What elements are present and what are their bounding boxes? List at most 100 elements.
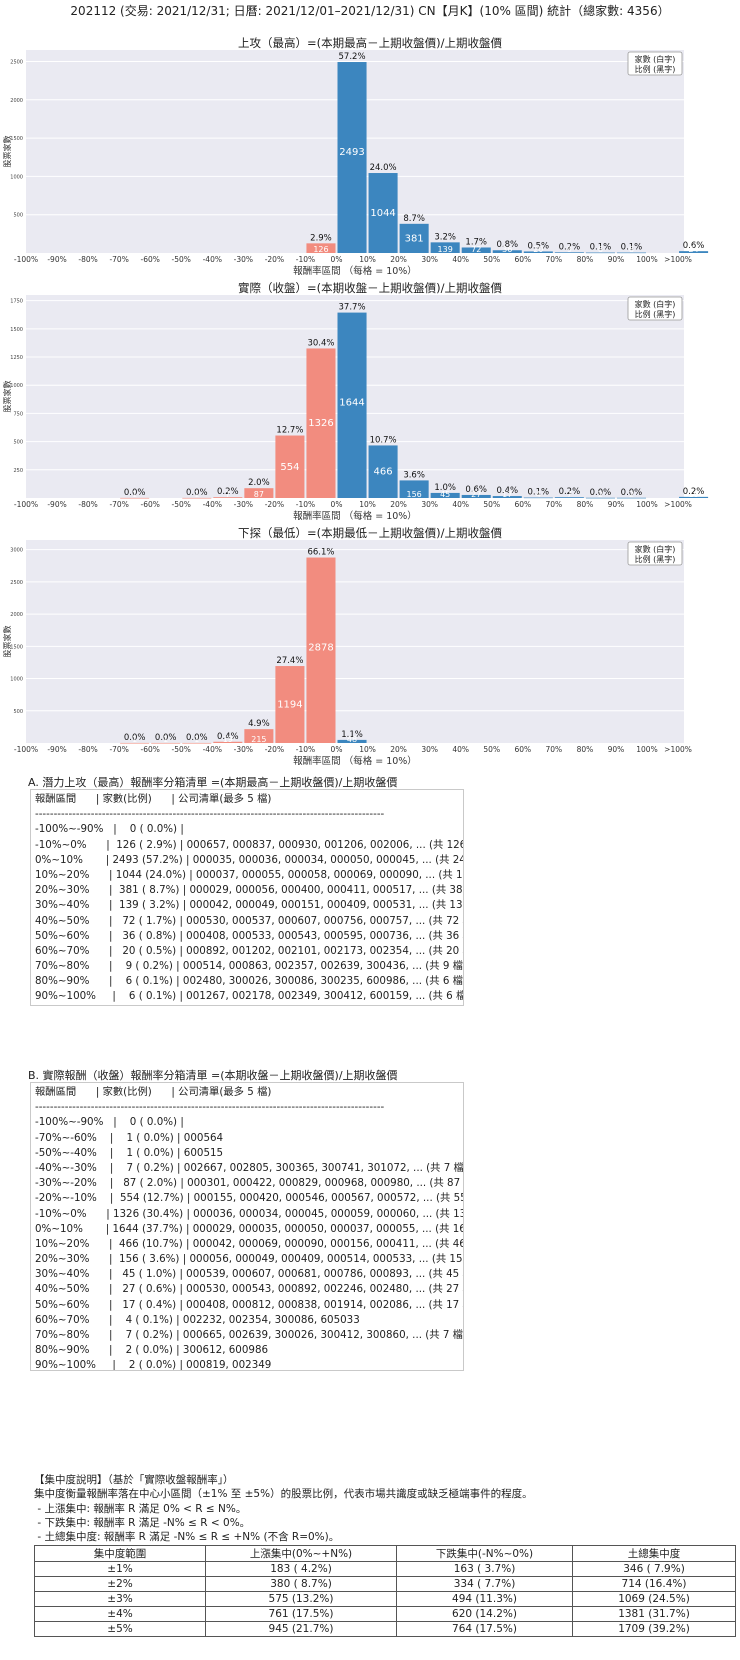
- x-tick-label: 0%: [331, 500, 343, 509]
- list-line: 80%~90% | 6 ( 0.1%) | 002480, 300026, 30…: [35, 975, 464, 988]
- bar: [679, 251, 709, 253]
- y-tick-label: 750: [13, 411, 23, 417]
- x-tick-label: 0%: [331, 745, 343, 754]
- bar: [430, 492, 460, 498]
- close-return-chart: 實際（收盤）=(本期收盤－上期收盤價)/上期收盤價250500750100012…: [2, 281, 709, 522]
- list-line: ----------------------------------------…: [35, 1101, 385, 1114]
- table-cell: 380 ( 8.7%): [205, 1576, 397, 1592]
- x-tick-label: -40%: [203, 500, 222, 509]
- list-line: -50%~-40% | 1 ( 0.0%) | 600515: [35, 1146, 224, 1159]
- legend-text: 家數 (白字): [635, 544, 676, 554]
- x-tick-label: -90%: [47, 255, 66, 264]
- bar-count-label: 7: [567, 490, 572, 499]
- bar-pct-label: 0.2%: [559, 242, 581, 252]
- table-cell: 1381 (31.7%): [572, 1606, 736, 1622]
- legend-text: 比例 (黑字): [635, 309, 676, 319]
- y-tick-label: 2000: [10, 98, 23, 104]
- bar-count-label: 36: [502, 245, 512, 254]
- bar-pct-label: 10.7%: [370, 435, 397, 445]
- y-tick-label: 1000: [10, 383, 23, 389]
- x-tick-label: 100%: [636, 255, 657, 264]
- bar-count-label: 2493: [339, 147, 364, 158]
- bar: [151, 742, 181, 744]
- bar-pct-label: 0.0%: [590, 488, 612, 498]
- y-tick-label: 250: [13, 468, 23, 474]
- list-line: -10%~0% | 1326 (30.4%) | 000036, 000034,…: [35, 1207, 464, 1220]
- x-tick-label: -50%: [172, 745, 191, 754]
- x-tick-label: -100%: [14, 500, 38, 509]
- legend-text: 家數 (白字): [635, 299, 676, 309]
- x-tick-label: -70%: [109, 745, 128, 754]
- x-tick-label: -50%: [172, 255, 191, 264]
- bar: [306, 243, 336, 253]
- bar-pct-label: 0.6%: [683, 241, 705, 251]
- bar-pct-label: 0.8%: [496, 240, 518, 250]
- x-tick-label: 70%: [546, 255, 563, 264]
- list-line: 90%~100% | 6 ( 0.1%) | 001267, 002178, 0…: [35, 990, 464, 1003]
- list-line: -40%~-30% | 7 ( 0.2%) | 002667, 002805, …: [35, 1161, 464, 1174]
- bar-count-label: 7: [225, 490, 230, 499]
- list-line: 0%~10% | 2493 (57.2%) | 000035, 000036, …: [35, 853, 464, 866]
- bar-pct-label: 0.1%: [528, 488, 550, 498]
- bar: [244, 729, 274, 743]
- list-line: 60%~70% | 4 ( 0.1%) | 002232, 002354, 30…: [35, 1313, 360, 1326]
- bar-pct-label: 12.7%: [276, 426, 303, 436]
- y-tick-label: 1250: [10, 355, 23, 361]
- legend-text: 比例 (黑字): [635, 64, 676, 74]
- table-row: ±2% 380 ( 8.7%) 334 ( 7.7%) 714 (16.4%): [34, 1576, 736, 1592]
- list-a-title: A. 潛力上攻（最高）報酬率分箱清單 =(本期最高－上期收盤價)/上期收盤價: [28, 776, 398, 789]
- list-line: 90%~100% | 2 ( 0.0%) | 000819, 002349: [35, 1359, 272, 1371]
- table-header-cell: 下跌集中(-N%~0%): [396, 1545, 573, 1562]
- bar: [461, 494, 491, 498]
- x-tick-label: 30%: [421, 745, 438, 754]
- bar-pct-label: 0.6%: [465, 485, 487, 495]
- list-line: 20%~30% | 156 ( 3.6%) | 000056, 000049, …: [35, 1253, 464, 1266]
- y-tick-label: 1500: [10, 644, 23, 650]
- x-tick-label: 50%: [483, 745, 500, 754]
- bar-count-label: 139: [438, 245, 453, 254]
- bar-count-label: 17: [502, 490, 512, 499]
- list-line: 報酬區間 | 家數(比例) | 公司清單(最多 5 檔): [35, 793, 272, 805]
- x-tick-label: 80%: [577, 255, 594, 264]
- y-tick-label: 3000: [10, 548, 23, 554]
- bar-count-label: 1644: [339, 398, 364, 409]
- x-tick-label: 40%: [452, 745, 469, 754]
- plot-area: [26, 540, 684, 743]
- list-line: -30%~-20% | 87 ( 2.0%) | 000301, 000422,…: [35, 1177, 464, 1190]
- bar: [430, 242, 460, 253]
- bar-pct-label: 3.6%: [403, 470, 425, 480]
- list-line: >100% | 24 ( 0.6%) | 000503, 000665, 000…: [35, 1005, 459, 1006]
- x-tick-label: -40%: [203, 255, 222, 264]
- bar-pct-label: 0.0%: [186, 488, 208, 498]
- low-return-chart: 下探（最低）=(本期最低－上期收盤價)/上期收盤價 500 1000 1500 2000…: [2, 526, 692, 767]
- x-tick-label: -60%: [141, 255, 160, 264]
- x-tick-label: 60%: [514, 745, 531, 754]
- x-tick-label: -40%: [203, 745, 222, 754]
- bar-pct-label: 24.0%: [370, 163, 397, 173]
- list-line: 10%~20% | 466 (10.7%) | 000042, 000069, …: [35, 1237, 464, 1250]
- list-line: 40%~50% | 72 ( 1.7%) | 000530, 000537, 0…: [35, 914, 464, 927]
- bar: [399, 480, 429, 498]
- bar: [120, 497, 150, 499]
- table-cell: ±1%: [34, 1561, 206, 1577]
- x-tick-label: 60%: [514, 255, 531, 264]
- bar: [213, 741, 243, 743]
- bar-pct-label: 4.9%: [248, 719, 270, 729]
- bar-count-label: 6: [629, 245, 634, 254]
- x-tick-label: 20%: [390, 255, 407, 264]
- bar-pct-label: 1.1%: [341, 730, 363, 740]
- x-axis-label: 報酬率區間 （每格 = 10%）: [293, 755, 417, 767]
- table-header-cell: 上漲集中(0%~+N%): [205, 1545, 397, 1562]
- x-tick-label: 10%: [359, 500, 376, 509]
- bar-pct-label: 0.1%: [621, 243, 643, 253]
- note-line: - 下跌集中: 報酬率 R 滿足 -N% ≤ R < 0%。: [34, 1516, 251, 1529]
- bar-count-label: 1: [132, 735, 137, 744]
- bar: [554, 497, 584, 498]
- x-tick-label: -60%: [141, 745, 160, 754]
- x-tick-label: -10%: [296, 255, 315, 264]
- bar-pct-label: 27.4%: [276, 656, 303, 666]
- x-tick-label: -80%: [78, 500, 97, 509]
- list-line: 40%~50% | 27 ( 0.6%) | 000530, 000543, 0…: [35, 1283, 464, 1296]
- bar: [585, 497, 615, 499]
- x-tick-label: 20%: [390, 500, 407, 509]
